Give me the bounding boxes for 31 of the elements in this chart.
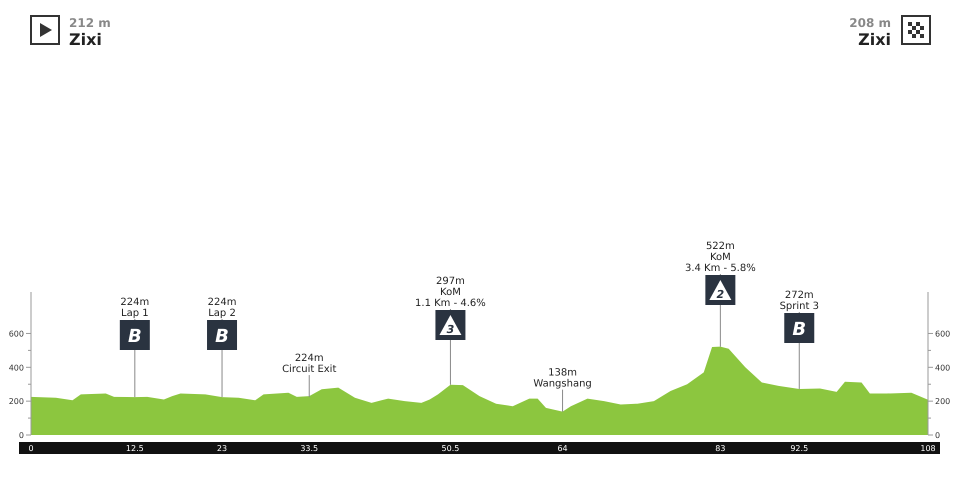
x-tick-label: 50.5	[442, 444, 460, 453]
annotation: B	[792, 319, 806, 340]
text: 212 m Zixi	[69, 16, 111, 49]
x-tick-label: 0	[28, 444, 34, 453]
y2-tick-label: 0	[935, 431, 940, 440]
y-tick-label: 400	[8, 363, 24, 372]
x-tick-label: 92.5	[790, 444, 808, 453]
annotation: 297m KoM 1.1 Km - 4.6%	[415, 276, 486, 309]
annotation: 224m Lap 1	[120, 297, 150, 319]
y-tick-label: 0	[18, 431, 24, 440]
y2-tick-label: 600	[935, 329, 950, 338]
x-tick-label: 12.5	[126, 444, 144, 453]
annotation: 2	[716, 288, 725, 301]
x-tick-label: 64	[557, 444, 568, 453]
y2-tick-label: 200	[935, 397, 950, 406]
annotation: 522m KoM 3.4 Km - 5.8%	[684, 241, 756, 274]
annotation: B	[215, 326, 229, 347]
y2-tick-label: 400	[935, 363, 950, 372]
annotation: 138m Wangshang	[533, 368, 592, 390]
y-tick-label: 600	[8, 329, 24, 338]
text: 208 m Zixi	[849, 16, 891, 49]
x-tick-label: 23	[216, 444, 228, 453]
annotation: 224m Circuit Exit	[282, 353, 336, 376]
annotation: B	[128, 326, 142, 347]
annotation: 3	[446, 323, 455, 336]
annotation: 224m Lap 2	[208, 297, 236, 319]
x-tick-label: 108	[920, 444, 936, 453]
y-tick-label: 200	[8, 397, 24, 406]
annotation: 272m Sprint 3	[780, 290, 819, 312]
x-tick-label: 33.5	[300, 444, 318, 453]
x-tick-label: 83	[715, 444, 726, 453]
